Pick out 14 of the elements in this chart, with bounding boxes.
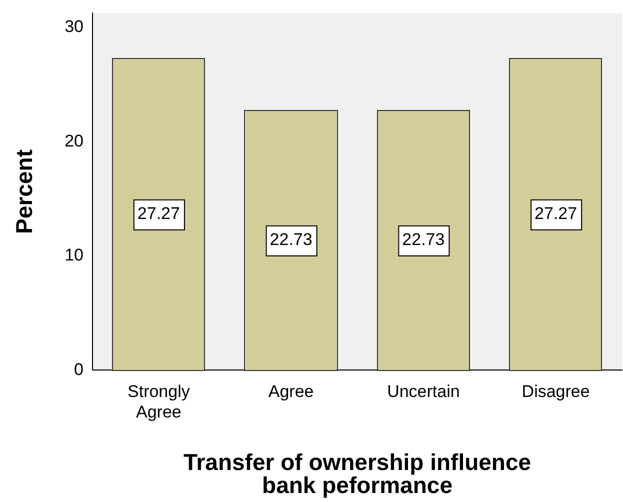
- data-label: 27.27: [137, 204, 180, 224]
- y-tick-label: 20: [64, 131, 84, 150]
- x-tick-label: Uncertain: [387, 382, 460, 402]
- y-tick-label: 0: [74, 360, 84, 379]
- x-tick-label: Disagree: [522, 382, 590, 402]
- data-label: 27.27: [534, 204, 578, 224]
- x-tick-label: Agree: [268, 382, 314, 402]
- y-axis-title: Percent: [11, 149, 38, 234]
- x-axis-title: Transfer of ownership influence bank peformance: [183, 448, 532, 498]
- data-label: 22.73: [402, 230, 445, 250]
- x-tick-label: Strongly Agree: [128, 382, 190, 422]
- y-tick-label: 30: [64, 17, 84, 36]
- data-label: 22.73: [270, 230, 312, 250]
- y-tick-label: 10: [64, 246, 84, 265]
